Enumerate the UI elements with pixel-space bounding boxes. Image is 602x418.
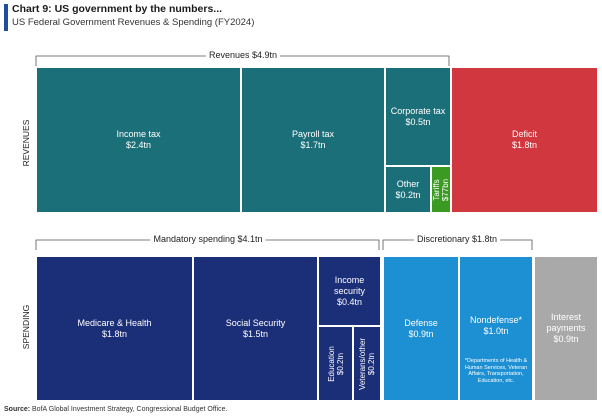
payroll-tax-value: $1.7tn <box>300 140 326 150</box>
education-value: $0.2tn <box>335 352 345 375</box>
income-security-label: Income security <box>333 274 365 296</box>
corporate-tax-label: Corporate tax <box>390 105 446 116</box>
source-note: Source: BofA Global Investment Strategy,… <box>4 406 227 413</box>
income-tax-label: Income tax <box>116 129 161 139</box>
deficit-cell: Deficit $1.8tn <box>451 67 598 213</box>
corporate-tax-value: $0.5tn <box>405 116 431 127</box>
chart-title: Chart 9: US government by the numbers... <box>12 3 223 15</box>
nondefense-label: Nondefense* <box>469 315 523 325</box>
education-label: Education <box>326 345 336 382</box>
other-revenue-cell: Other $0.2tn <box>385 166 431 213</box>
chart-subtitle: US Federal Government Revenues & Spendin… <box>12 17 255 28</box>
veterans-other-text: Veterans/other $0.2tn <box>358 331 376 397</box>
row-label-spending: SPENDING <box>21 304 31 350</box>
income-tax-cell: Income tax $2.4tn <box>36 67 241 213</box>
income-security-cell: Income security $0.4tn <box>318 256 381 326</box>
nondefense-value: $1.0tn <box>483 326 509 336</box>
education-cell: Education $0.2tn <box>318 326 353 401</box>
other-revenue-value: $0.2tn <box>395 189 421 200</box>
payroll-tax-cell: Payroll tax $1.7tn <box>241 67 385 213</box>
defense-label: Defense <box>404 317 438 328</box>
tariffs-text: Tariffs $77bn <box>432 167 450 213</box>
medicare-health-label: Medicare & Health <box>77 317 152 328</box>
veterans-other-value: $0.2tn <box>367 352 376 375</box>
deficit-label: Deficit <box>511 129 537 139</box>
mandatory-brace-label: Mandatory spending $4.1tn <box>150 234 266 244</box>
interest-payments-cell: Interest payments $0.9tn <box>534 256 598 401</box>
nondefense-footnote: *Departments of Health & Human Services,… <box>464 358 528 384</box>
row-label-revenues: REVENUES <box>21 119 31 167</box>
tariffs-cell: Tariffs $77bn <box>431 166 451 213</box>
social-security-label: Social Security <box>225 317 286 328</box>
interest-payments-value: $0.9tn <box>553 334 579 344</box>
income-tax-value: $2.4tn <box>125 140 152 150</box>
medicare-health-value: $1.8tn <box>101 328 128 339</box>
deficit-value: $1.8tn <box>511 140 538 150</box>
title-accent-bar <box>4 4 8 31</box>
other-revenue-label: Other <box>396 178 420 189</box>
interest-payments-label: Interest payments <box>546 312 586 333</box>
source-label: Source: <box>4 406 31 413</box>
education-text: Education $0.2tn <box>327 334 345 394</box>
social-security-cell: Social Security $1.5tn <box>193 256 318 401</box>
source-text: BofA Global Investment Strategy, Congres… <box>32 406 228 413</box>
income-security-value: $0.4tn <box>336 296 363 307</box>
defense-value: $0.9tn <box>408 328 434 339</box>
tariffs-label: Tariffs <box>432 178 441 201</box>
veterans-other-label: Veterans/other <box>358 337 367 390</box>
revenues-brace-label: Revenues $4.9tn <box>205 50 281 60</box>
social-security-value: $1.5tn <box>242 328 269 339</box>
medicare-health-cell: Medicare & Health $1.8tn <box>36 256 193 401</box>
defense-cell: Defense $0.9tn <box>383 256 459 401</box>
veterans-other-cell: Veterans/other $0.2tn <box>353 326 381 401</box>
discretionary-brace-label: Discretionary $1.8tn <box>413 234 501 244</box>
payroll-tax-label: Payroll tax <box>291 129 335 139</box>
nondefense-cell: Nondefense* $1.0tn *Departments of Healt… <box>459 256 533 401</box>
corporate-tax-cell: Corporate tax $0.5tn <box>385 67 451 166</box>
tariffs-value: $77bn <box>441 178 450 201</box>
